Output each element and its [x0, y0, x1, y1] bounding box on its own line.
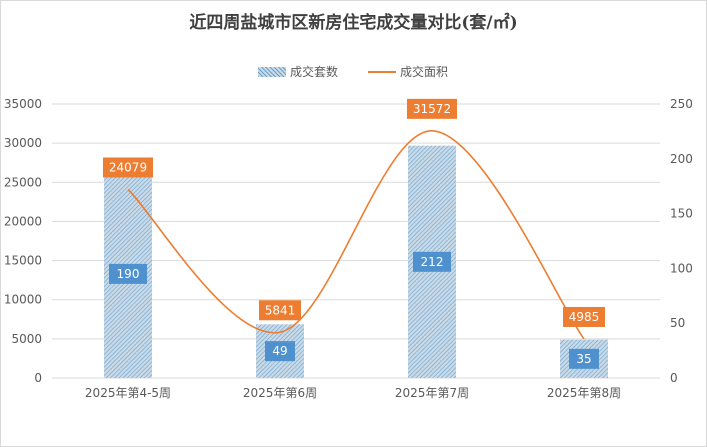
x-tick-label: 2025年第7周 — [395, 386, 469, 400]
bar-data-label-box — [569, 348, 599, 369]
y-left-tick-label: 35000 — [4, 97, 42, 111]
bar-data-label-box — [413, 251, 451, 272]
y-left-tick-label: 5000 — [11, 332, 42, 346]
line-data-label-box — [407, 98, 457, 119]
y-right-tick-label: 100 — [670, 261, 693, 275]
y-left-tick-label: 20000 — [4, 214, 42, 228]
bar-data-label-box — [109, 263, 147, 284]
y-left-tick-label: 10000 — [4, 293, 42, 307]
bar-data-label-box — [265, 341, 295, 362]
legend-item-bar: 成交套数 — [258, 63, 338, 80]
y-left-tick-label: 0 — [34, 371, 42, 385]
line-data-label-box — [563, 306, 605, 327]
x-tick-label: 2025年第4-5周 — [85, 386, 171, 400]
legend-bar-label: 成交套数 — [290, 65, 339, 79]
y-left-tick-label: 30000 — [4, 136, 42, 150]
line-data-label: 5841 — [265, 303, 296, 317]
x-tick-label: 2025年第6周 — [243, 386, 317, 400]
line-data-label: 24079 — [109, 160, 147, 174]
y-left-tick-label: 25000 — [4, 175, 42, 189]
line-data-label-box — [103, 157, 153, 178]
bar-data-label: 35 — [576, 352, 591, 366]
y-right-tick-label: 200 — [670, 152, 693, 166]
y-right-tick-label: 0 — [670, 371, 678, 385]
legend-item-line: 成交面积 — [368, 63, 448, 80]
y-right-tick-label: 150 — [670, 207, 693, 221]
y-right-tick-label: 250 — [670, 97, 693, 111]
x-tick-label: 2025年第8周 — [547, 386, 621, 400]
chart-title: 近四周盐城市区新房住宅成交量对比(套/㎡) — [189, 13, 518, 33]
y-right-tick-label: 50 — [670, 316, 685, 330]
legend-line-label: 成交面积 — [400, 65, 449, 79]
bar-data-label: 49 — [272, 344, 287, 358]
series-line — [127, 130, 585, 340]
bar-data-label: 212 — [421, 255, 444, 269]
bar-data-label: 190 — [117, 267, 140, 281]
line-data-label: 31572 — [413, 102, 451, 116]
legend-bar-swatch — [258, 66, 286, 77]
legend-line-swatch — [368, 70, 396, 73]
line-data-label-box — [259, 300, 301, 321]
line-data-label: 4985 — [569, 310, 600, 324]
y-left-tick-label: 15000 — [4, 254, 42, 268]
